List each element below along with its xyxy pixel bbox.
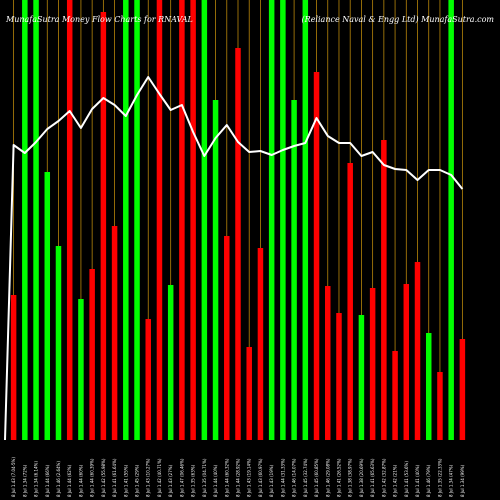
x-tick-label: 8 Jul 1.35 (63%) [191,464,196,497]
bar-down [224,236,230,440]
bar-down [313,72,320,440]
x-tick-label: 8 Jul 1.42 (40.71%) [157,458,162,497]
bar-down [325,286,331,440]
x-tick-label: 8 Jul 1.45 (60.85%) [314,458,319,497]
bar-down [179,0,185,440]
x-tick-label: 8 Jul 1.42 (21%) [393,464,398,497]
bar-down [89,269,95,440]
bar-up [268,0,275,440]
bar-up [22,0,28,440]
x-tick-label: 8 Jul 1.38 (38.97%) [348,458,353,497]
bar-down [190,0,196,440]
x-tick-label: 8 Jul 1.45 (32.74%) [303,458,308,497]
x-tick-label: 8 Jul 1.42 (55.98%) [101,458,106,497]
x-tick-label: 8 Jul 1.35 (04.71%) [202,458,207,497]
bars-layer [10,0,466,440]
bar-up [134,0,140,440]
bar-down [246,347,252,440]
x-tick-label: 8 Jul 1.43 (10.27%) [146,458,151,497]
bar-up [448,0,454,440]
flow-line [4,76,464,441]
x-tick-label: 8 Jul 1.45 (29%) [135,464,140,497]
bar-down [403,284,410,440]
bar-down [437,372,443,440]
bar-up [212,100,219,440]
x-tick-label: 8 Jul 1.41 (53.6%) [404,461,409,497]
bar-down [459,339,466,440]
bar-down [145,319,151,440]
bar-up [78,299,84,440]
x-tick-label: 8 Jul 1.44 (60.32%) [224,458,229,497]
bar-up [425,333,432,440]
chart-title-left: MunafaSutra Money Flow Charts for RNAVAL [5,15,193,24]
x-tick-label: 8 Jul 1.43 (60.97%) [258,458,263,497]
bar-down [414,262,421,440]
x-tick-label: 8 Jul 1.42 (32.87%) [381,458,386,497]
bar-down [336,313,342,440]
bar-down [156,0,163,440]
bar-up [123,0,129,440]
x-tick-label: 8 Jul 1.43 (27%) [168,464,173,497]
bar-down [347,163,353,440]
x-tick-label: 8 Jul 1.41 (65.63%) [370,458,375,497]
x-tick-label: 8 Jul 1.44 (60.39%) [90,458,95,497]
x-tick-label: 8 Jul 1.41 (55%) [123,464,128,497]
x-tick-label: 8 Jul 1.34 (47%) [449,464,454,497]
x-tick-label: 8 Jul 1.46 (79%) [426,464,431,497]
x-tick-label: 8 Jul 1.35 (22.33%) [437,458,442,497]
x-tick-label: 8 Jul 1.47 (06.46%) [179,458,184,497]
x-tick-label: 8 Jul 1.34 (72%) [22,464,27,497]
x-tick-label: 8 Jul 1.43 (19.14%) [247,458,252,497]
bar-up [280,0,286,440]
chart-title-right: (Reliance Naval & Engg Ltd) MunafaSutra.… [302,15,495,24]
bar-up [302,0,309,440]
x-tick-label: 8 Jul 1.46 (29.08%) [325,458,330,497]
x-tick-label: 8 Jul 1.43 (7.04-5%) [11,457,16,497]
x-tick-label: 8 Jul 1.44 (28.92%) [236,458,241,497]
bar-down [392,351,398,440]
x-tick-label: 8 Jul 1.44 (66%) [45,464,50,497]
bar-down [111,226,118,440]
bar-up [201,0,208,440]
x-tick-label: 8 Jul 1.34 (6.14%) [34,461,39,497]
x-tick-label: 8 Jul 1.43 (19%) [269,464,274,497]
x-tick-label: 8 Jul 1.44 (62%) [67,464,72,497]
x-tick-label: 8 Jul 1.46 (14.07%) [292,458,297,497]
bar-down [257,248,264,440]
bar-down [10,295,17,440]
x-tick-label: 8 Jul 1.41 (26.52%) [336,458,341,497]
bar-up [55,246,62,440]
bar-down [369,288,376,440]
x-tick-label: 8 Jul 1.38 (20.69%) [359,458,364,497]
bar-up [167,285,174,440]
bar-down [381,140,387,440]
x-tick-label: 8 Jul 1.44 (60%) [78,464,83,497]
x-tick-label: 8 Jul 1.41 (40%) [415,464,420,497]
x-tick-label: 8 Jul 1.34 (99%) [460,464,465,497]
x-tick-label: 8 Jul 1.44 (40%) [213,464,218,497]
bar-up [358,315,365,440]
bar-up [291,100,297,440]
x-tick-label: 8 Jul 1.44 (31.33%) [280,458,285,497]
bar-up [33,0,39,440]
x-tick-label: 8 Jul 1.46 (2.64%) [56,461,61,497]
x-tick-label: 8 Jul 1.41 (61.64%) [112,458,117,497]
bar-up [44,172,51,440]
bar-down [235,48,241,440]
bar-down [66,0,73,440]
bar-down [100,12,107,440]
x-axis-labels: 8 Jul 1.43 (7.04-5%) 8 Jul 1.34 (72%) 8 Ju… [11,457,465,497]
